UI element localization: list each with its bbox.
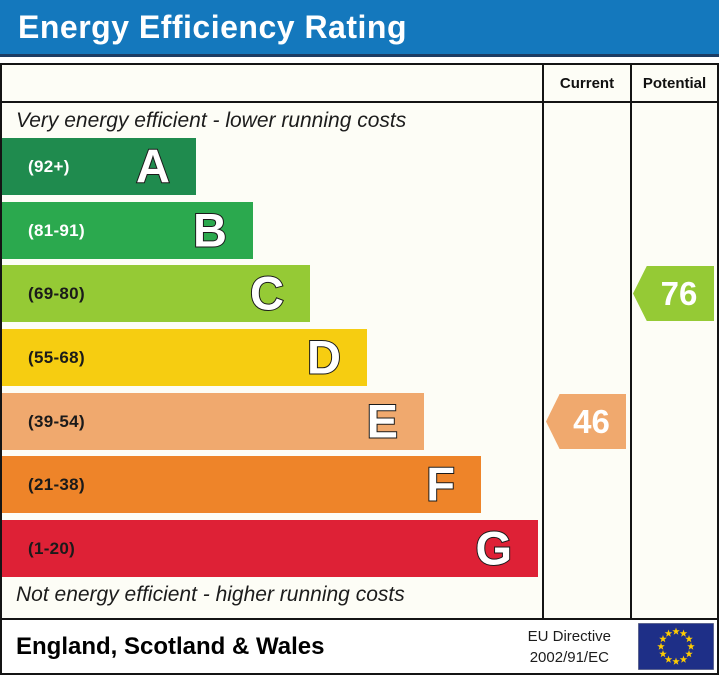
band-row-a: (92+) A <box>2 138 196 195</box>
column-divider-potential <box>630 65 632 618</box>
region-label: England, Scotland & Wales <box>16 632 325 660</box>
potential-indicator: 76 <box>633 266 714 321</box>
band-range-label: (69-80) <box>28 283 85 303</box>
page-title: Energy Efficiency Rating <box>18 8 407 45</box>
band-row-f: (21-38) F <box>2 456 481 513</box>
title-bar: Energy Efficiency Rating <box>0 0 719 57</box>
footer: England, Scotland & Wales EU Directive 2… <box>2 620 717 673</box>
column-divider-current <box>542 65 544 618</box>
band-letter: A <box>135 139 171 193</box>
band-row-b: (81-91) B <box>2 202 253 259</box>
eu-directive-line2: 2002/91/EC <box>529 648 609 666</box>
band-letter: B <box>192 203 228 257</box>
band-letter: D <box>306 330 342 384</box>
band-range-label: (39-54) <box>28 411 85 431</box>
current-indicator: 46 <box>546 394 626 449</box>
band-row-d: (55-68) D <box>2 329 367 386</box>
band-letter: C <box>249 266 285 320</box>
band-range-label: (81-91) <box>28 220 85 240</box>
band-range-label: (92+) <box>28 156 70 176</box>
band-row-c: (69-80) C <box>2 265 310 322</box>
eu-directive-text: EU Directive 2002/91/EC <box>528 626 611 668</box>
top-note: Very energy efficient - lower running co… <box>16 109 407 132</box>
band-range-label: (21-38) <box>28 474 85 494</box>
eu-directive-line1: EU Directive <box>527 627 611 645</box>
energy-rating-chart: Current Potential Very energy efficient … <box>0 63 719 675</box>
current-value: 46 <box>573 402 610 440</box>
eu-flag-icon <box>638 623 714 670</box>
column-header-potential: Potential <box>642 74 707 92</box>
column-header-current: Current <box>559 74 615 92</box>
band-row-e: (39-54) E <box>2 393 424 450</box>
band-row-g: (1-20) G <box>2 520 538 577</box>
bottom-note: Not energy efficient - higher running co… <box>16 583 405 606</box>
band-range-label: (1-20) <box>28 538 76 558</box>
header-divider-line <box>2 101 717 103</box>
band-letter: E <box>366 394 399 448</box>
band-range-label: (55-68) <box>28 347 85 367</box>
band-letter: F <box>425 457 456 511</box>
band-letter: G <box>474 521 513 575</box>
footer-divider-line <box>2 618 717 620</box>
potential-value: 76 <box>660 274 698 312</box>
